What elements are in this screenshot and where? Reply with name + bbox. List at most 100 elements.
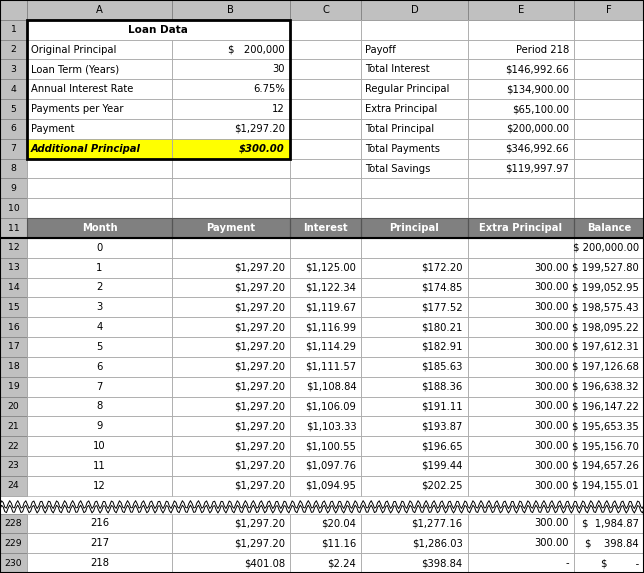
Bar [0,476,27,496]
Bar [290,317,361,337]
Bar [468,417,574,436]
Bar [468,198,574,218]
Bar [290,99,361,119]
Bar [361,376,468,397]
Bar [27,533,172,553]
Bar [290,20,361,40]
Text: 8: 8 [97,402,102,411]
Bar [468,376,574,397]
Bar [290,476,361,496]
Bar [290,159,361,178]
Bar [361,218,468,238]
Bar [27,20,290,159]
Bar [468,357,574,376]
Bar [574,476,644,496]
Bar [27,178,172,198]
Bar [290,297,361,317]
Bar [361,553,468,573]
Bar [0,357,27,376]
Bar [27,99,172,119]
Text: $11.16: $11.16 [321,538,356,548]
Bar [290,0,361,20]
Bar [574,60,644,79]
Bar [468,513,574,533]
Bar [361,178,468,198]
Bar [0,20,27,40]
Bar [290,159,361,178]
Bar [361,456,468,476]
Text: 1: 1 [10,25,17,34]
Bar [172,258,290,277]
Text: $300.00: $300.00 [239,144,285,154]
Bar [361,317,468,337]
Text: Additional Principal: Additional Principal [31,144,141,154]
Bar [468,20,574,40]
Bar [0,60,27,79]
Bar [468,317,574,337]
Bar [172,198,290,218]
Text: 9: 9 [10,184,17,193]
Bar [0,397,27,417]
Text: 6: 6 [10,124,17,134]
Bar [0,317,27,337]
Bar [361,0,468,20]
Text: 0: 0 [97,243,102,253]
Bar [290,258,361,277]
Bar [0,40,27,60]
Bar [290,99,361,119]
Text: 6: 6 [97,362,102,372]
Bar [361,159,468,178]
Bar [290,513,361,533]
Bar [172,218,290,238]
Bar [290,357,361,376]
Bar [361,159,468,178]
Bar [0,553,27,573]
Bar [574,456,644,476]
Text: $2.24: $2.24 [328,558,356,568]
Bar [290,79,361,99]
Text: Original Principal: Original Principal [31,45,117,54]
Text: 230: 230 [5,559,23,568]
Bar [361,119,468,139]
Text: Principal: Principal [390,223,439,233]
Bar [468,357,574,376]
Bar [361,513,468,533]
Bar [172,40,290,60]
Bar [290,40,361,60]
Text: Total Payments: Total Payments [365,144,440,154]
Text: D: D [410,5,419,15]
Text: 300.00: 300.00 [535,519,569,528]
Bar [361,376,468,397]
Bar [0,198,27,218]
Bar [574,456,644,476]
Bar [0,40,27,60]
Bar [0,139,27,159]
Bar [574,533,644,553]
Text: 300.00: 300.00 [535,282,569,292]
Bar [361,238,468,258]
Bar [0,0,27,20]
Bar [361,476,468,496]
Bar [172,476,290,496]
Bar [172,159,290,178]
Bar [27,40,172,60]
Text: $1,125.00: $1,125.00 [305,262,356,273]
Bar [361,277,468,297]
Text: Loan Term (Years): Loan Term (Years) [31,64,119,74]
Text: $1,111.57: $1,111.57 [305,362,356,372]
Bar [172,436,290,456]
Bar [172,40,290,60]
Bar [172,417,290,436]
Bar [290,238,361,258]
Bar [172,417,290,436]
Bar [574,159,644,178]
Bar [27,476,172,496]
Bar [468,317,574,337]
Text: $1,119.67: $1,119.67 [305,303,356,312]
Bar [27,198,172,218]
Bar [27,317,172,337]
Bar [290,456,361,476]
Bar [27,277,172,297]
Bar [172,238,290,258]
Bar [290,337,361,357]
